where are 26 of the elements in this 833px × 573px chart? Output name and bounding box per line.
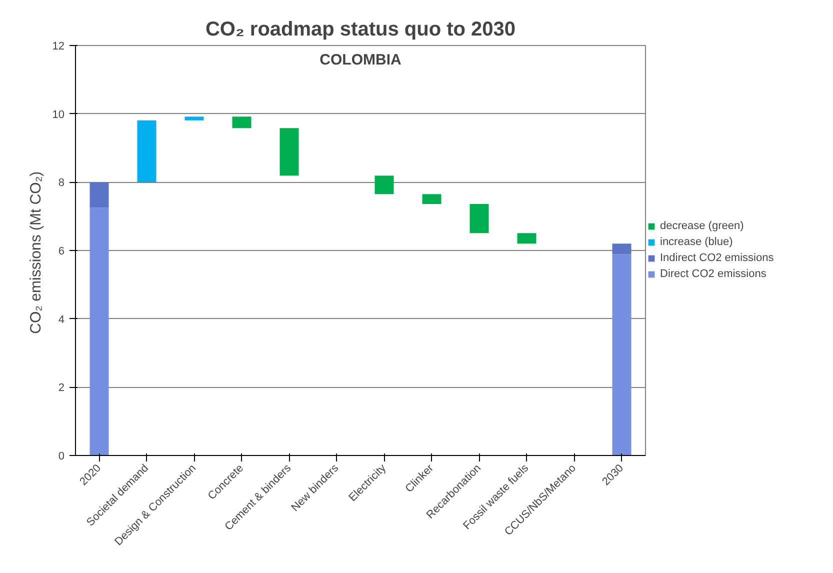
y-tick-label: 12 [52,40,65,52]
bar [184,116,204,120]
bar [612,254,632,456]
bar [90,182,109,208]
y-tick-label: 2 [58,382,65,394]
bar [422,194,442,204]
y-tick-label: 6 [58,246,65,258]
bar [137,120,156,182]
legend-label: Indirect CO2 emissions [660,252,775,264]
y-tick-label: 10 [52,108,65,121]
bar [517,233,536,244]
bar [232,116,252,128]
bar [470,204,489,234]
y-axis-title: CO₂ emissions (Mt CO₂) [27,171,44,334]
y-tick-label: 0 [58,450,65,462]
bar [90,208,109,456]
legend-label: increase (blue) [660,236,734,248]
y-tick-label: 8 [58,177,65,190]
bar [612,244,632,254]
legend-label: Direct CO2 emissions [660,268,768,280]
legend-label: decrease (green) [660,220,745,232]
bar [374,176,394,194]
chart-title: CO₂ roadmap status quo to 2030 [205,18,516,40]
bar [280,128,299,176]
annotation: COLOMBIA [320,52,402,68]
y-tick-label: 4 [58,314,65,326]
